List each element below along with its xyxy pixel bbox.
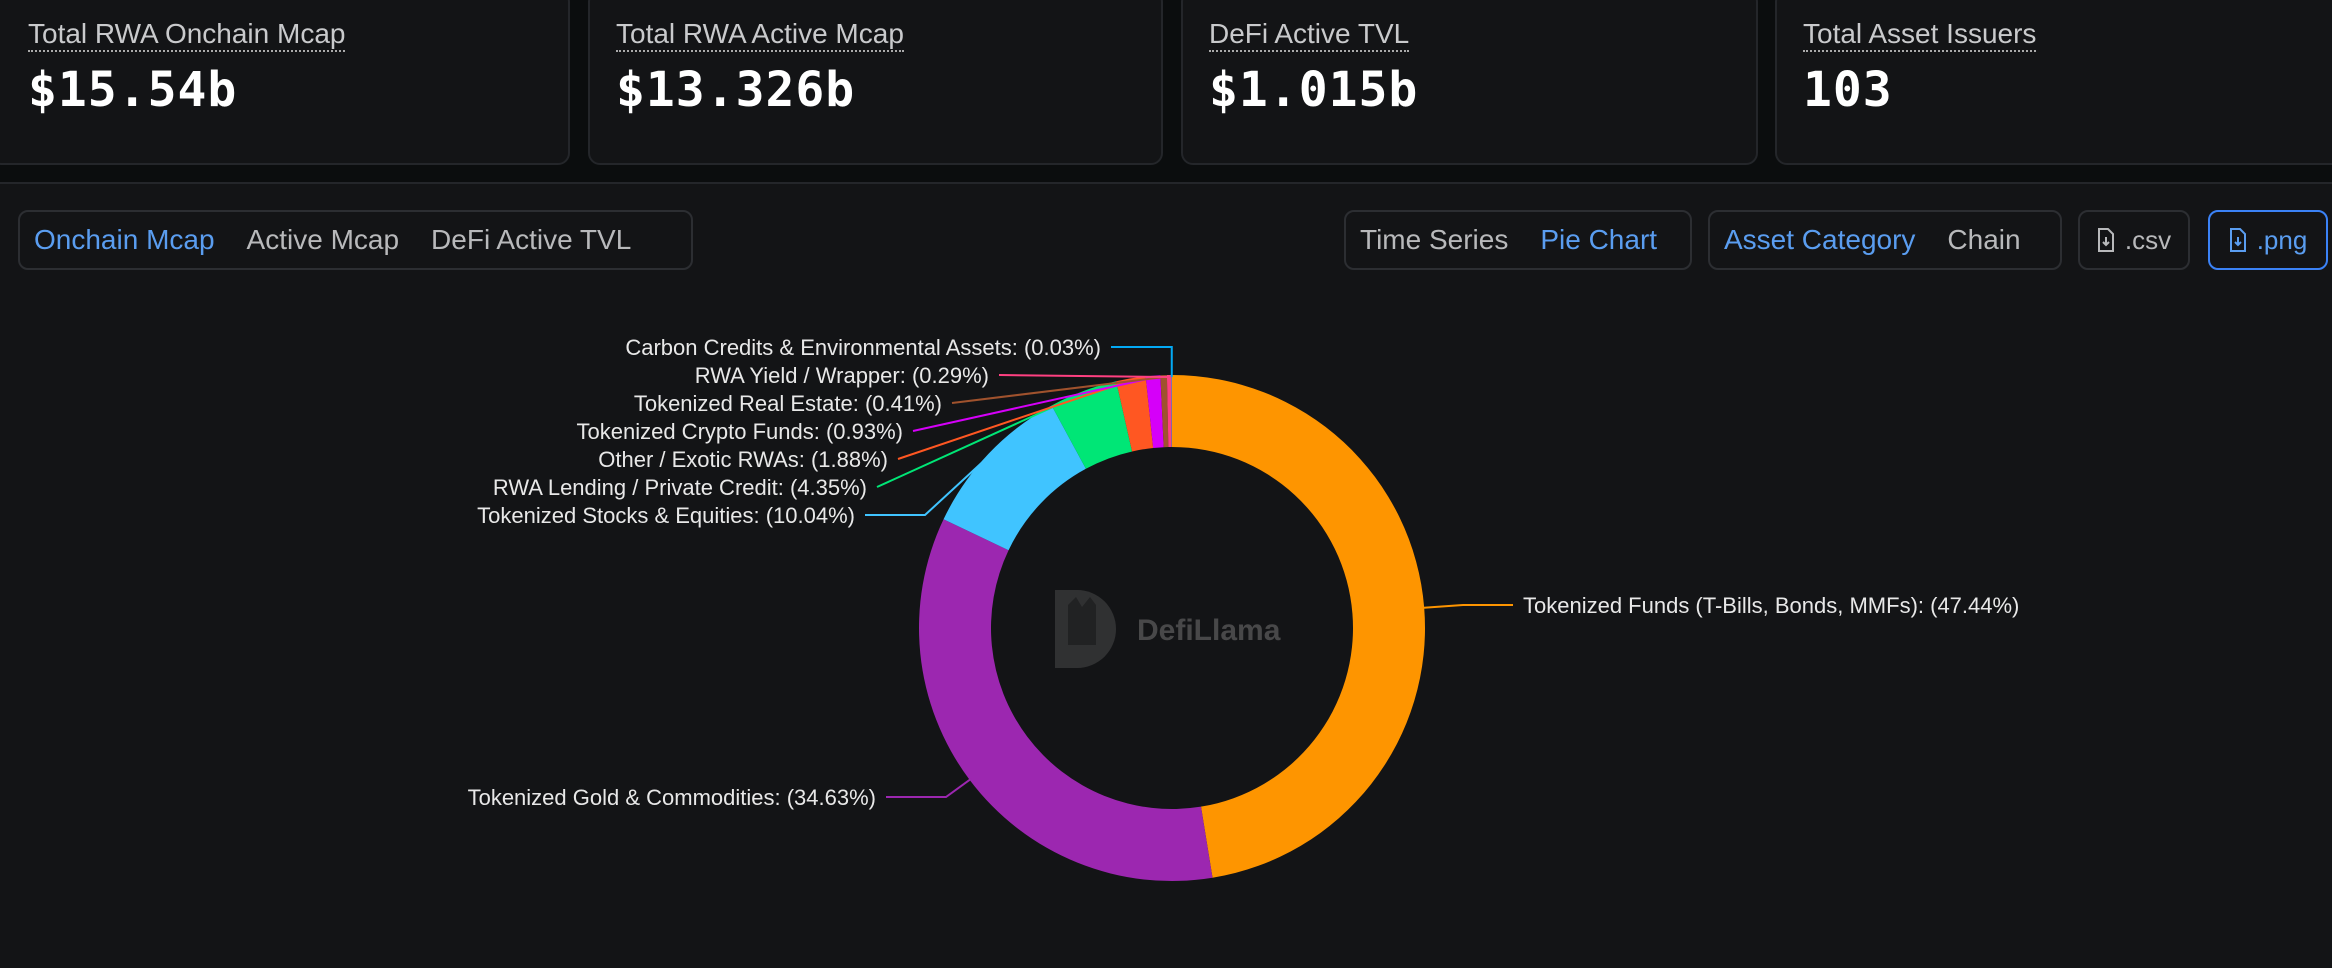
stat-value: $15.54b <box>28 62 238 118</box>
watermark-text: DefiLlama <box>1137 614 1281 647</box>
tab-chain[interactable]: Chain <box>1947 224 2021 255</box>
group-tabs: Asset Category Chain <box>1708 210 2062 270</box>
stat-label[interactable]: DeFi Active TVL <box>1209 18 1410 52</box>
tab-time-series[interactable]: Time Series <box>1360 224 1509 255</box>
leader-line <box>886 777 972 798</box>
tab-defi-active-tvl[interactable]: DeFi Active TVL <box>431 224 632 255</box>
file-download-icon <box>2097 228 2114 252</box>
stat-card-asset-issuers: Total Asset Issuers 103 <box>1775 0 2332 165</box>
leader-line <box>865 454 991 516</box>
slice-label: Tokenized Gold & Commodities: (34.63%) <box>468 785 876 810</box>
leader-line <box>1422 604 1513 609</box>
stat-card-onchain-mcap: Total RWA Onchain Mcap $15.54b <box>0 0 570 165</box>
leader-line <box>912 376 1154 432</box>
slice-label: Tokenized Stocks & Equities: (10.04%) <box>477 503 855 528</box>
file-download-icon <box>2229 228 2246 252</box>
slice-label: RWA Lending / Private Credit: (4.35%) <box>493 475 867 500</box>
stat-value: $13.326b <box>616 62 856 118</box>
stat-card-active-mcap: Total RWA Active Mcap $13.326b <box>588 0 1163 165</box>
pie-slice[interactable] <box>943 405 1086 551</box>
slice-label: Tokenized Funds (T-Bills, Bonds, MMFs): … <box>1523 593 2019 618</box>
slice-label: Tokenized Crypto Funds: (0.93%) <box>577 419 904 444</box>
metric-tabs: Onchain Mcap Active Mcap DeFi Active TVL <box>18 210 693 270</box>
stat-label[interactable]: Total Asset Issuers <box>1803 18 2037 52</box>
leader-line <box>1111 346 1173 378</box>
defillama-watermark: DefiLlama <box>1055 590 1281 668</box>
pie-slice[interactable] <box>1166 375 1172 448</box>
pie-slice[interactable] <box>1172 375 1426 878</box>
pie-slice[interactable] <box>1145 375 1164 448</box>
stat-label[interactable]: Total RWA Active Mcap <box>616 18 904 52</box>
png-label: .png <box>2256 224 2308 255</box>
tab-onchain-mcap[interactable]: Onchain Mcap <box>34 224 215 255</box>
slice-label: Tokenized Real Estate: (0.41%) <box>634 391 942 416</box>
pie-slice[interactable] <box>1160 375 1169 448</box>
csv-label: .csv <box>2124 224 2172 255</box>
leader-line <box>897 379 1132 460</box>
leader-line <box>951 376 1164 404</box>
tab-pie-chart[interactable]: Pie Chart <box>1540 224 1658 255</box>
stat-value: $1.015b <box>1209 62 1419 118</box>
stat-card-defi-tvl: DeFi Active TVL $1.015b <box>1181 0 1758 165</box>
pie-slice[interactable] <box>1051 381 1133 469</box>
stat-value: 103 <box>1803 62 1893 118</box>
slice-label: Other / Exotic RWAs: (1.88%) <box>598 447 888 472</box>
tab-active-mcap[interactable]: Active Mcap <box>246 224 400 255</box>
stat-label[interactable]: Total RWA Onchain Mcap <box>28 18 346 52</box>
pie-slice[interactable] <box>919 519 1213 881</box>
download-csv-button[interactable]: .csv <box>2078 210 2190 270</box>
tab-asset-category[interactable]: Asset Category <box>1724 224 1916 255</box>
leader-line <box>998 374 1170 379</box>
pie-slice[interactable] <box>1116 376 1154 452</box>
download-png-button[interactable]: .png <box>2208 210 2328 270</box>
slice-label: RWA Yield / Wrapper: (0.29%) <box>695 363 989 388</box>
view-tabs: Time Series Pie Chart <box>1344 210 1692 270</box>
slice-label: Carbon Credits & Environmental Assets: (… <box>625 335 1101 360</box>
